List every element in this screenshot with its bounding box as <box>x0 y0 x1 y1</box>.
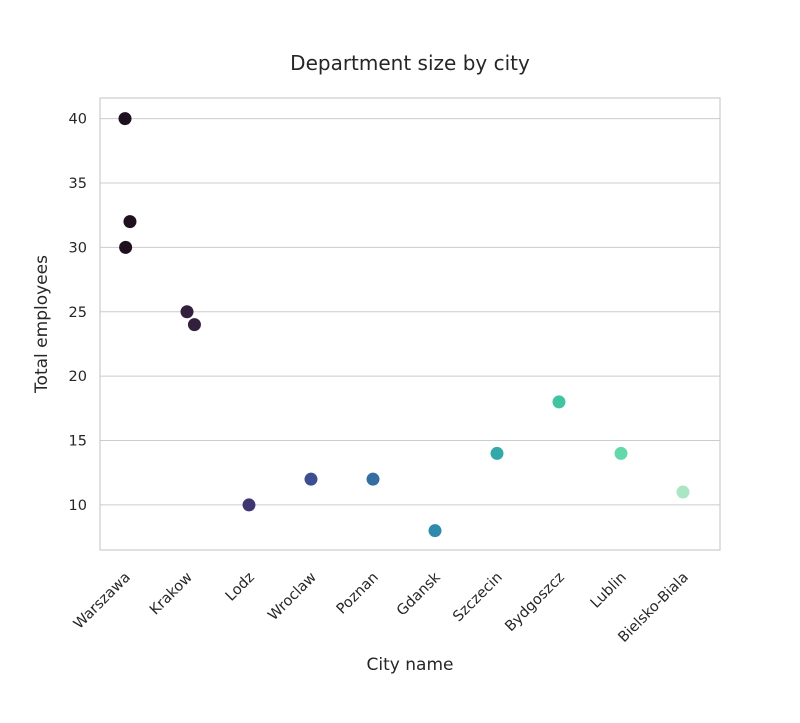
x-tick-label: Wroclaw <box>265 569 320 624</box>
data-point <box>187 318 201 332</box>
x-tick-label: Poznan <box>334 570 382 618</box>
y-tick-label: 40 <box>69 112 87 128</box>
x-ticks: Warszawa Krakow Lodz Wroclaw Poznan Gdansk Szc… <box>71 569 692 646</box>
data-point <box>180 305 194 319</box>
x-tick-label: Lodz <box>223 570 258 605</box>
plot-frame <box>99 97 721 551</box>
y-tick-label: 20 <box>69 369 87 385</box>
y-tick-label: 30 <box>69 240 87 256</box>
x-tick-label: Bydgoszcz <box>502 570 567 635</box>
x-axis-label: City name <box>367 655 454 675</box>
data-point <box>552 395 566 409</box>
data-point <box>123 215 137 229</box>
data-point <box>490 446 504 460</box>
data-points <box>118 112 690 538</box>
data-point <box>676 485 690 499</box>
x-tick-label: Lublin <box>588 570 630 612</box>
x-tick-label: Warszawa <box>71 570 134 633</box>
y-tick-label: 10 <box>69 498 87 514</box>
y-tick-label: 35 <box>69 176 87 192</box>
data-point <box>242 498 256 512</box>
data-point <box>614 446 628 460</box>
y-axis-label: Total employees <box>32 255 52 394</box>
x-tick-label: Szczecin <box>450 570 506 626</box>
chart-title: Department size by city <box>290 51 530 75</box>
y-tick-label: 25 <box>69 305 87 321</box>
y-ticks: 10 15 20 25 30 35 40 <box>69 112 87 514</box>
data-point <box>428 524 442 538</box>
data-point <box>366 472 380 486</box>
x-tick-label: Gdansk <box>394 569 444 619</box>
data-point <box>119 240 133 254</box>
y-tick-label: 15 <box>69 434 87 450</box>
data-point <box>304 472 318 486</box>
data-point <box>118 112 132 126</box>
x-tick-label: Krakow <box>147 569 196 618</box>
grid <box>100 118 720 506</box>
